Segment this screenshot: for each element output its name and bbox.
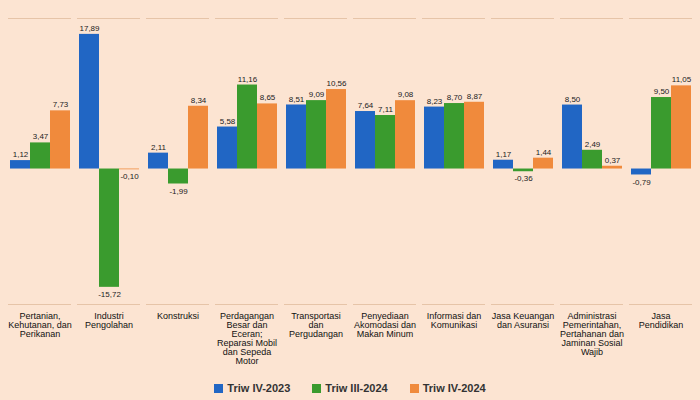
svg-text:Konstruksi: Konstruksi bbox=[157, 311, 199, 321]
svg-text:-15,72: -15,72 bbox=[98, 290, 121, 299]
svg-text:Jasa Keuangandan Asuransi: Jasa Keuangandan Asuransi bbox=[492, 311, 555, 330]
svg-text:1,17: 1,17 bbox=[496, 150, 512, 159]
svg-text:PenyediaanAkomodasi danMakan M: PenyediaanAkomodasi danMakan Minum bbox=[354, 311, 416, 339]
html-text:Triw IV-2023: Triw IV-2023 bbox=[227, 382, 291, 394]
svg-text:9,08: 9,08 bbox=[398, 90, 414, 99]
svg-text:2,49: 2,49 bbox=[585, 140, 601, 149]
svg-text:10,56: 10,56 bbox=[326, 79, 347, 88]
svg-text:AdministrasiPemerintahan,Perta: AdministrasiPemerintahan,Pertahanan danJ… bbox=[560, 311, 624, 357]
svg-text:17,89: 17,89 bbox=[79, 24, 100, 33]
svg-text:8,51: 8,51 bbox=[289, 95, 305, 104]
html-text:Triw III-2024: Triw III-2024 bbox=[325, 382, 388, 394]
svg-text:-0,79: -0,79 bbox=[632, 178, 651, 187]
svg-text:Pertanian,Kehutanan, danPerika: Pertanian,Kehutanan, danPerikanan bbox=[8, 311, 72, 339]
svg-text:TransportasidanPergudangan: TransportasidanPergudangan bbox=[289, 311, 343, 339]
svg-text:JasaPendidikan: JasaPendidikan bbox=[639, 311, 684, 330]
svg-text:0,37: 0,37 bbox=[605, 156, 621, 165]
svg-text:5,58: 5,58 bbox=[220, 117, 236, 126]
svg-text:7,11: 7,11 bbox=[378, 105, 394, 114]
svg-text:9,50: 9,50 bbox=[654, 87, 670, 96]
svg-text:8,65: 8,65 bbox=[260, 93, 276, 102]
svg-text:IndustriPengolahan: IndustriPengolahan bbox=[85, 311, 133, 330]
svg-text:8,34: 8,34 bbox=[191, 96, 207, 105]
svg-text:8,87: 8,87 bbox=[467, 92, 483, 101]
html-text:Triw IV-2024: Triw IV-2024 bbox=[422, 382, 486, 394]
svg-text:-0,36: -0,36 bbox=[514, 174, 533, 183]
svg-text:-1,99: -1,99 bbox=[169, 187, 188, 196]
svg-text:8,70: 8,70 bbox=[447, 93, 463, 102]
svg-text:Informasi danKomunikasi: Informasi danKomunikasi bbox=[427, 311, 482, 330]
svg-text:-0,10: -0,10 bbox=[120, 172, 139, 181]
svg-text:9,09: 9,09 bbox=[309, 90, 325, 99]
svg-text:8,23: 8,23 bbox=[427, 97, 443, 106]
svg-text:11,16: 11,16 bbox=[238, 75, 258, 84]
svg-text:8,50: 8,50 bbox=[565, 95, 581, 104]
svg-text:2,11: 2,11 bbox=[151, 143, 167, 152]
svg-text:7,73: 7,73 bbox=[53, 100, 69, 109]
svg-text:11,05: 11,05 bbox=[672, 75, 692, 84]
svg-text:PerdaganganBesar danEceran;Rep: PerdaganganBesar danEceran;Reparasi Mobi… bbox=[217, 311, 277, 366]
svg-text:1,12: 1,12 bbox=[13, 150, 29, 159]
svg-text:3,47: 3,47 bbox=[33, 132, 49, 141]
svg-text:7,64: 7,64 bbox=[358, 101, 374, 110]
svg-text:1,44: 1,44 bbox=[536, 148, 552, 157]
